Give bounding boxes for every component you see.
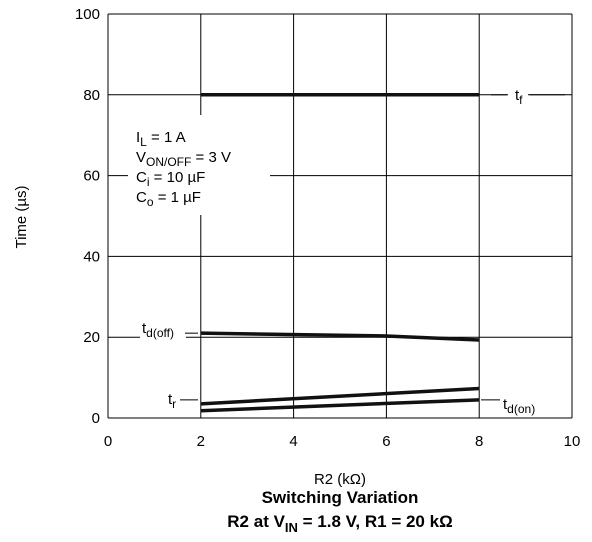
series-line-tdoff [200,331,480,342]
condition-line: Ci = 10 µF [136,169,205,189]
series-lines [200,93,480,413]
series-label-tdoff: td(off) [142,320,174,340]
series-label-tr: tr [168,391,176,411]
y-tick-label: 100 [75,6,100,23]
x-tick-label: 10 [564,433,581,450]
y-axis-label: Time (µs) [13,185,30,248]
y-tick-labels: 0 20 40 60 80 100 [75,6,100,427]
y-tick-label: 40 [83,248,100,265]
x-tick-label: 6 [382,433,390,450]
condition-line: IL = 1 A [136,129,186,149]
series-line-tr [200,386,480,406]
x-tick-label: 4 [289,433,297,450]
y-tick-label: 20 [83,329,100,346]
subtitle-prefix: R2 at V [227,512,285,531]
x-tick-label: 2 [197,433,205,450]
x-tick-label: 0 [104,433,112,450]
series-labels: tf td(off) tr td(on) [140,84,566,416]
subtitle-subscript: IN [285,520,298,535]
condition-line: Co = 1 µF [136,189,201,209]
y-tick-label: 0 [92,410,100,427]
label-background [500,390,566,414]
x-tick-labels: 0 2 4 6 8 10 [104,433,581,450]
grid [107,13,573,419]
subtitle-suffix: = 1.8 V, R1 = 20 kΩ [298,512,453,531]
series-line-tdon [200,398,480,413]
y-tick-label: 80 [83,87,100,104]
x-tick-label: 8 [475,433,483,450]
label-background [508,84,528,106]
conditions-background [128,115,270,215]
series-label-tdon: td(on) [503,396,535,416]
condition-line: VON/OFF = 3 V [136,149,231,169]
chart-subtitle: R2 at VIN = 1.8 V, R1 = 20 kΩ [227,512,452,535]
y-tick-label: 60 [83,168,100,185]
chart-title: Switching Variation [262,488,419,507]
x-axis-label: R2 (kΩ) [314,471,366,488]
label-background [140,316,186,342]
series-label-tf: tf [515,87,523,107]
